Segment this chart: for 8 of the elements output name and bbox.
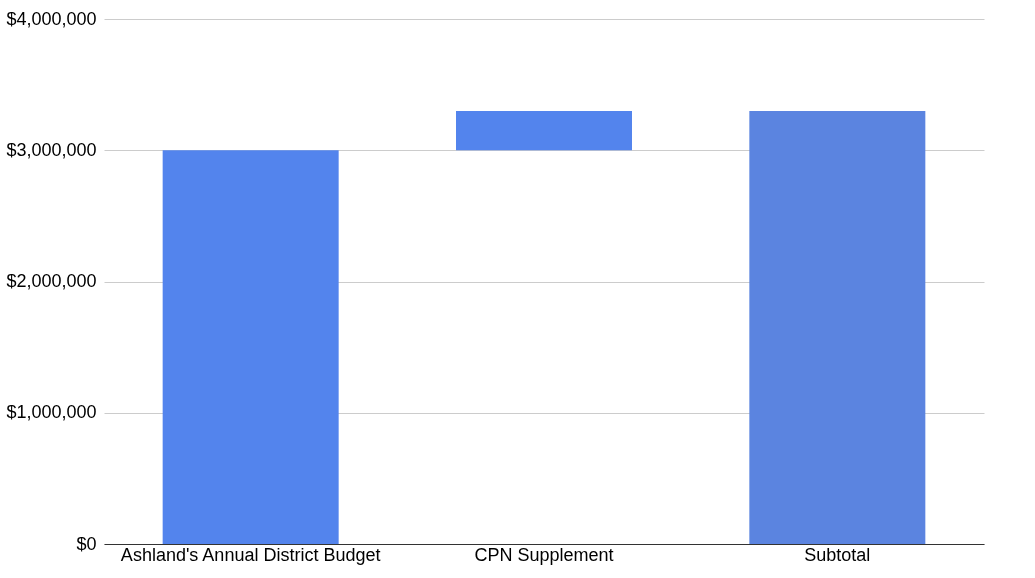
x-tick-label: Ashland's Annual District Budget [120,544,381,565]
x-tick-label: Subtotal [804,544,871,565]
y-tick-label: $1,000,000 [6,402,97,423]
y-tick-label: $4,000,000 [6,8,97,29]
y-tick-label: $2,000,000 [6,271,97,291]
y-tick-label: $3,000,000 [6,139,97,160]
x-tick-label: CPN Supplement [474,544,614,565]
y-tick-label: $0 [76,533,97,554]
